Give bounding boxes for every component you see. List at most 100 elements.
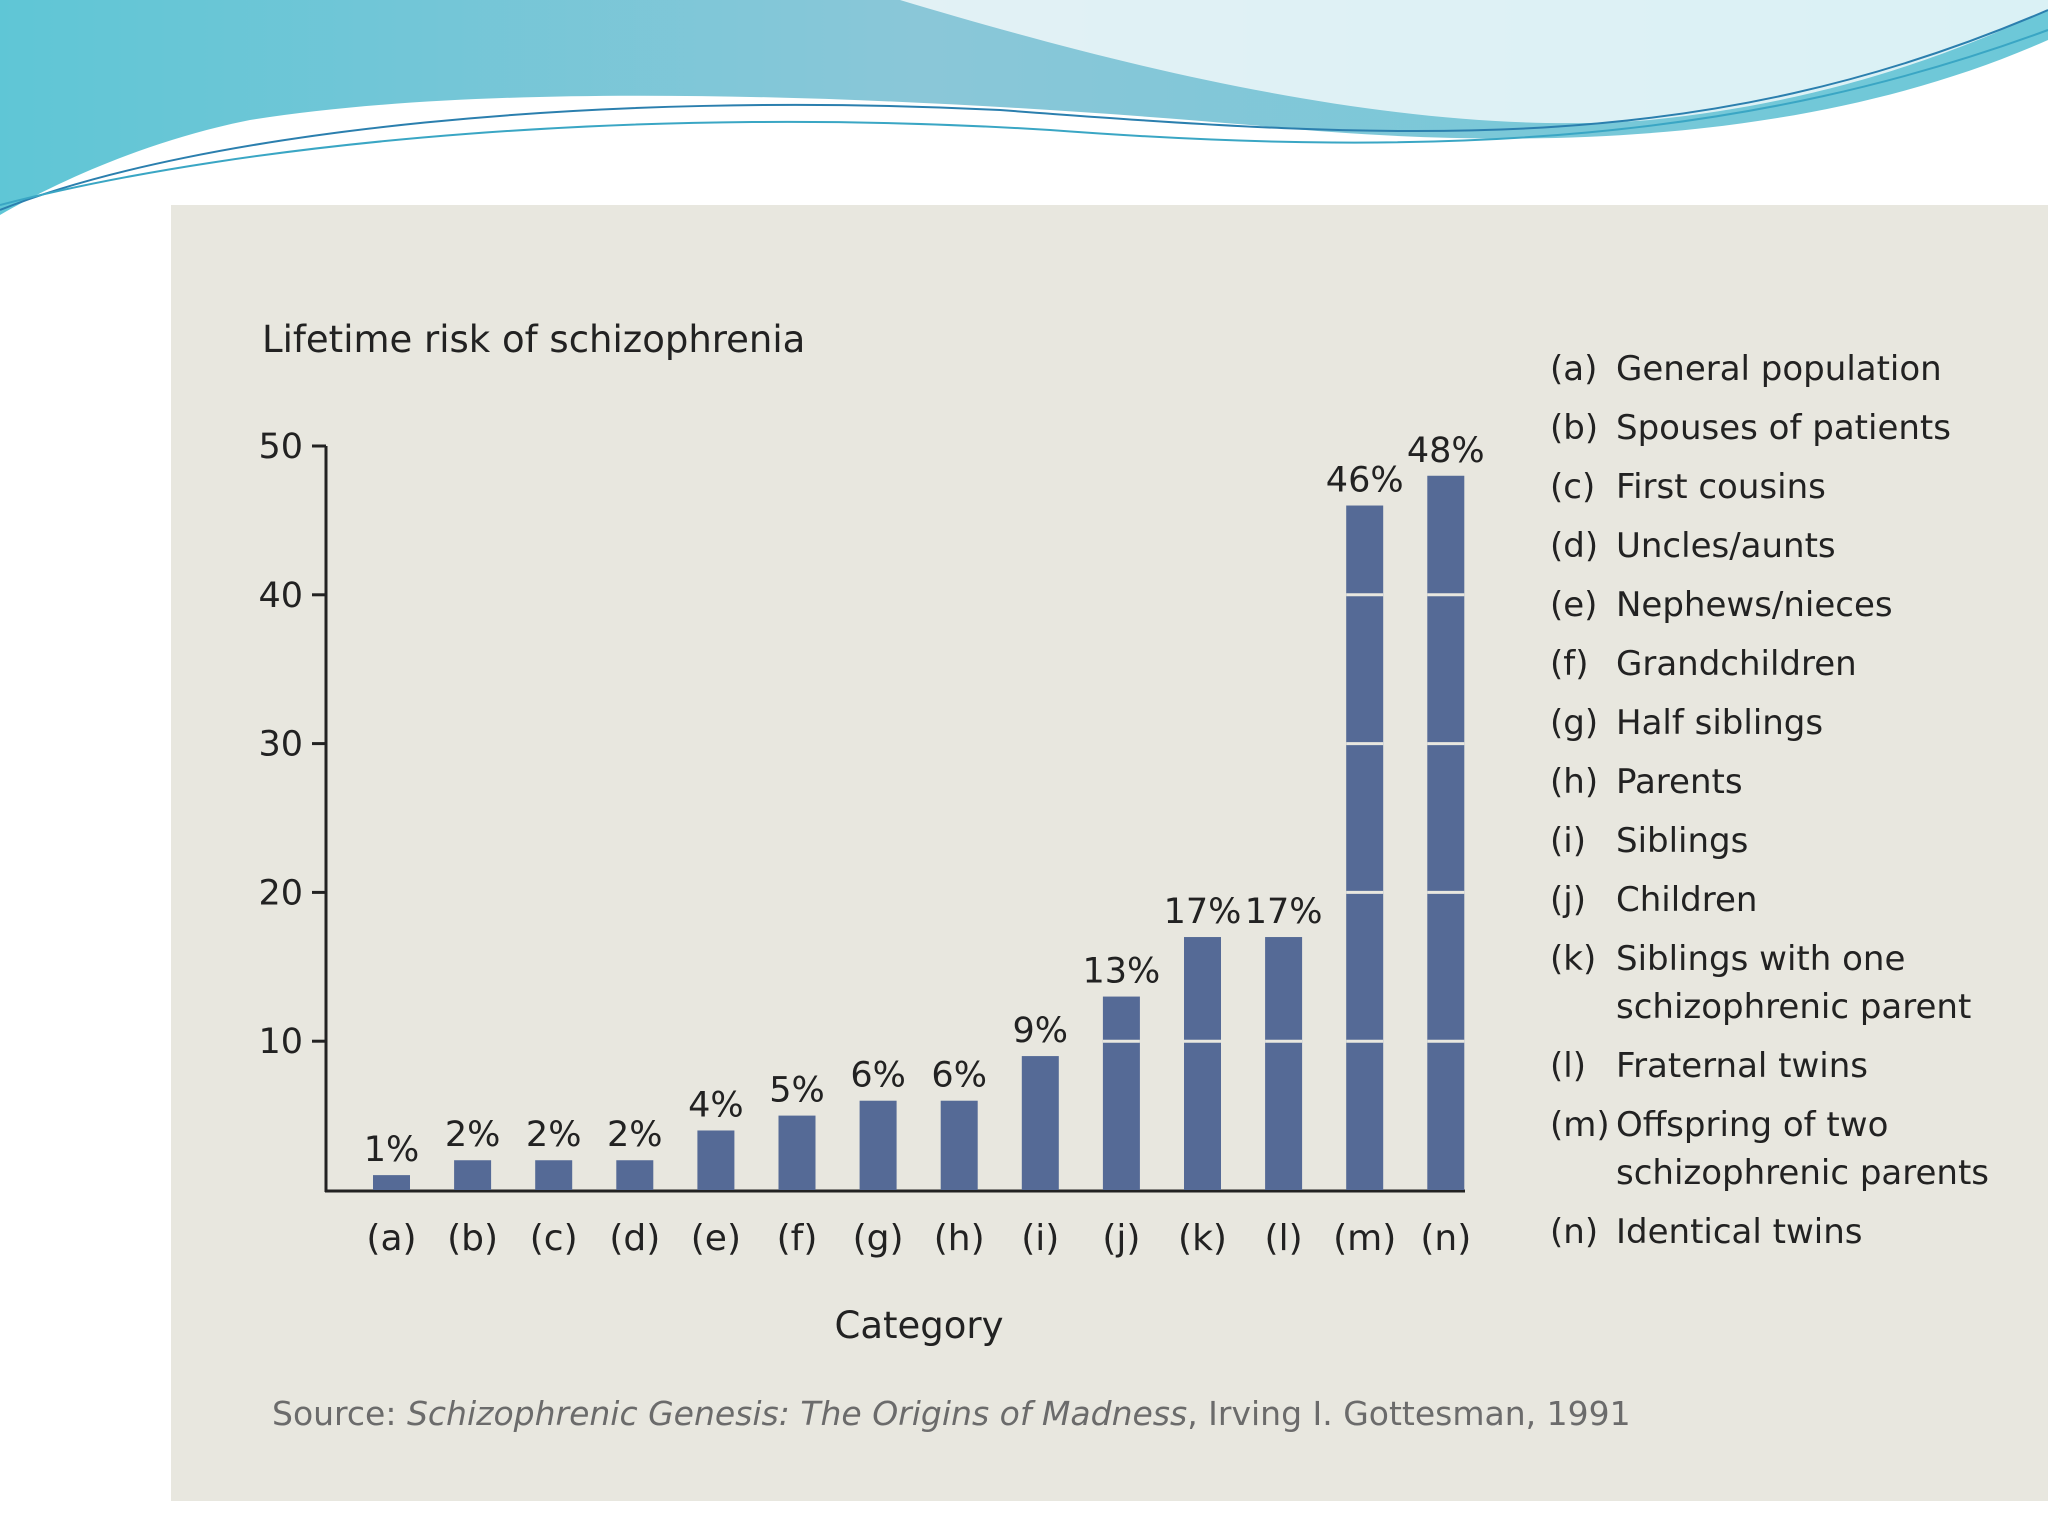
bar: [1427, 475, 1465, 1190]
legend-key: (a): [1550, 349, 1598, 389]
bar: [1184, 937, 1221, 1190]
x-tick-label: (d): [609, 1218, 660, 1259]
legend-label: Uncles/aunts: [1616, 526, 1836, 566]
x-tick-label: (b): [447, 1218, 498, 1259]
legend-label: Identical twins: [1616, 1212, 1863, 1252]
legend-label: Offspring of two schizophrenic parents: [1616, 1105, 1989, 1193]
y-tick-label: 10: [258, 1022, 303, 1062]
bar: [1346, 505, 1384, 1190]
y-tick-label: 30: [258, 725, 303, 765]
bar: [1265, 937, 1303, 1190]
bar: [1021, 1056, 1059, 1190]
legend-key: (g): [1550, 703, 1599, 743]
source-prefix: Source:: [272, 1394, 407, 1433]
legend-item: (g) Half siblings: [1550, 699, 2010, 747]
bar-value-label: 17%: [1164, 892, 1242, 932]
bar: [778, 1115, 816, 1190]
legend-key: (k): [1550, 939, 1597, 979]
legend-item: (k) Siblings with one schizophrenic paren…: [1550, 935, 2010, 1031]
x-tick-label: (c): [530, 1218, 578, 1259]
legend-label: Children: [1616, 880, 1758, 920]
bar-value-label: 48%: [1407, 431, 1485, 471]
y-ticks: 10 20 30 40 50: [258, 427, 326, 1062]
bar: [535, 1160, 573, 1190]
legend-item: (f) Grandchildren: [1550, 640, 2010, 688]
bar: [373, 1175, 410, 1190]
y-tick-label: 40: [258, 576, 303, 616]
legend-item: (j) Children: [1550, 876, 2010, 924]
legend-label: Half siblings: [1616, 703, 1824, 743]
bar: [454, 1160, 492, 1190]
legend-label: General population: [1616, 349, 1942, 389]
legend-item: (h) Parents: [1550, 758, 2010, 806]
chart-panel: [171, 205, 2048, 1501]
bar-value-label: 2%: [445, 1115, 501, 1155]
legend-item: (m) Offspring of two schizophrenic parent…: [1550, 1101, 2010, 1197]
source-book-title: Schizophrenic Genesis: The Origins of Ma…: [406, 1394, 1188, 1433]
chart-title: Lifetime risk of schizophrenia: [262, 318, 805, 361]
bar-value-label: 17%: [1245, 892, 1323, 932]
legend-label: Siblings with one schizophrenic parent: [1616, 939, 1972, 1027]
legend-key: (n): [1550, 1212, 1599, 1252]
x-tick-label: (e): [691, 1218, 741, 1259]
bars: [373, 475, 1465, 1190]
bar-value-label: 5%: [769, 1071, 825, 1111]
legend-key: (h): [1550, 762, 1599, 802]
legend-key: (m): [1550, 1105, 1610, 1145]
legend-key: (l): [1550, 1046, 1586, 1086]
y-tick-label: 50: [258, 427, 303, 467]
bar-value-label: 9%: [1013, 1011, 1069, 1051]
bar: [859, 1100, 897, 1190]
x-tick-labels: (a) (b) (c) (d) (e) (f) (g) (h) (i) (j) (k) (l) (m) (…: [366, 1218, 1471, 1259]
bar-value-label: 2%: [607, 1115, 663, 1155]
legend-label: Grandchildren: [1616, 644, 1857, 684]
legend-item: (n) Identical twins: [1550, 1208, 2010, 1256]
y-tick-label: 20: [258, 873, 303, 913]
decorative-wave-banner: [0, 0, 2048, 215]
legend-key: (d): [1550, 526, 1599, 566]
legend-label: Fraternal twins: [1616, 1046, 1869, 1086]
x-tick-label: (i): [1021, 1218, 1059, 1259]
bar-value-label: 6%: [931, 1056, 987, 1096]
bar-value-label: 2%: [526, 1115, 582, 1155]
legend-item: (d) Uncles/aunts: [1550, 522, 2010, 570]
legend-key: (j): [1550, 880, 1586, 920]
x-tick-label: (g): [853, 1218, 904, 1259]
x-tick-label: (k): [1178, 1218, 1227, 1259]
x-tick-label: (h): [934, 1218, 985, 1259]
bar: [616, 1160, 654, 1190]
bar-value-label: 6%: [850, 1056, 906, 1096]
legend-item: (a) General population: [1550, 345, 2010, 393]
source-citation: Source: Schizophrenic Genesis: The Origi…: [272, 1394, 1631, 1433]
x-tick-label: (j): [1102, 1218, 1140, 1259]
bar: [1102, 996, 1140, 1190]
value-labels: 1% 2% 2% 2%4% 5% 6% 6%9%13%17% 17%46%48%: [364, 431, 1485, 1170]
x-tick-label: (f): [777, 1218, 818, 1259]
bar-value-label: 1%: [364, 1130, 420, 1170]
legend-key: (f): [1550, 644, 1589, 684]
bar-value-label: 13%: [1083, 952, 1161, 992]
x-tick-label: (m): [1333, 1218, 1396, 1259]
legend-label: First cousins: [1616, 467, 1826, 507]
legend-label: Parents: [1616, 762, 1743, 802]
x-axis-label: Category: [834, 1304, 1003, 1347]
x-tick-label: (n): [1420, 1218, 1471, 1259]
legend-item: (c) First cousins: [1550, 463, 2010, 511]
legend-item: (l) Fraternal twins: [1550, 1042, 2010, 1090]
legend-key: (e): [1550, 585, 1598, 625]
legend-key: (b): [1550, 408, 1599, 448]
bar-value-label: 46%: [1326, 461, 1404, 501]
x-tick-label: (a): [366, 1218, 416, 1259]
legend: (a) General population (b) Spouses of patie…: [1550, 345, 2010, 1267]
legend-key: (i): [1550, 821, 1586, 861]
legend-item: (e) Nephews/nieces: [1550, 581, 2010, 629]
legend-item: (i) Siblings: [1550, 817, 2010, 865]
legend-key: (c): [1550, 467, 1596, 507]
legend-label: Nephews/nieces: [1616, 585, 1893, 625]
legend-label: Siblings: [1616, 821, 1749, 861]
bar-value-label: 4%: [688, 1085, 744, 1125]
legend-item: (b) Spouses of patients: [1550, 404, 2010, 452]
source-suffix: , Irving I. Gottesman, 1991: [1187, 1394, 1631, 1433]
bar: [940, 1100, 978, 1190]
